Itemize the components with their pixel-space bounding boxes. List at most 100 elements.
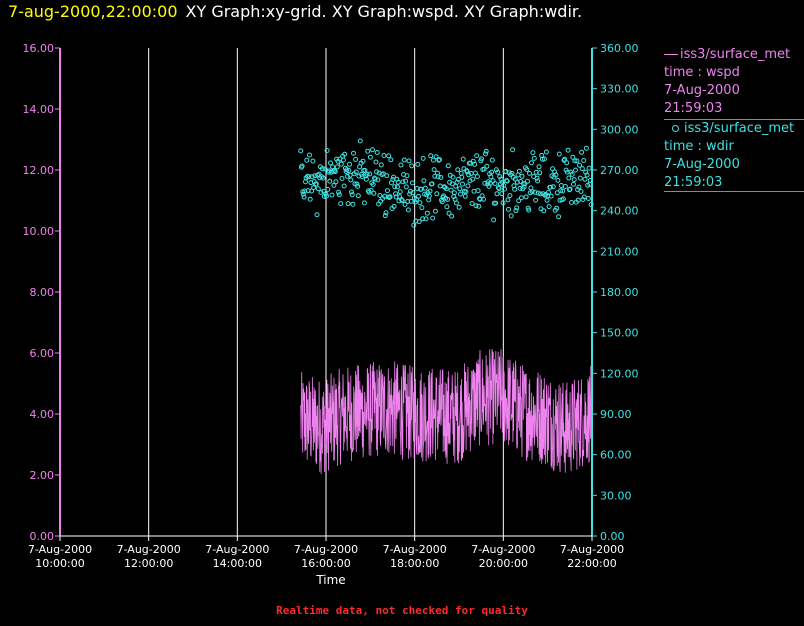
- wdir-marker: [516, 198, 522, 204]
- wdir-marker: [457, 186, 463, 192]
- wdir-marker: [350, 201, 356, 207]
- wdir-marker: [567, 186, 573, 192]
- wdir-marker: [383, 210, 389, 216]
- wdir-marker: [460, 156, 466, 162]
- wdir-marker: [444, 204, 450, 210]
- wdir-marker: [411, 222, 417, 228]
- wdir-marker: [319, 174, 325, 180]
- wdir-marker: [577, 175, 583, 181]
- wdir-marker: [427, 188, 433, 194]
- wdir-marker: [395, 179, 401, 185]
- wdir-marker: [336, 189, 342, 195]
- wdir-marker: [368, 187, 374, 193]
- wdir-marker: [588, 202, 594, 207]
- x-tick-label-date: 7-Aug-2000: [560, 543, 624, 556]
- wdir-marker: [360, 158, 366, 164]
- wdir-marker: [474, 153, 480, 159]
- wdir-marker: [585, 196, 591, 201]
- wdir-marker: [433, 154, 439, 160]
- wdir-marker: [573, 167, 578, 173]
- wdir-marker: [491, 217, 497, 223]
- wdir-marker: [403, 184, 409, 190]
- wdir-marker: [374, 169, 379, 175]
- wdir-marker: [550, 184, 556, 190]
- wdir-marker: [362, 167, 368, 173]
- wdir-marker: [392, 184, 398, 190]
- wdir-marker: [529, 160, 534, 166]
- wdir-marker: [338, 161, 344, 167]
- wdir-marker: [525, 178, 530, 184]
- wdir-marker: [581, 158, 587, 163]
- wdir-marker: [542, 192, 548, 198]
- wdir-marker: [553, 172, 559, 178]
- wdir-marker: [466, 172, 472, 178]
- wdir-marker: [437, 183, 443, 189]
- wdir-marker: [554, 205, 560, 211]
- wdir-marker: [453, 200, 459, 206]
- wdir-marker: [405, 207, 411, 213]
- wdir-marker: [514, 205, 520, 211]
- wdir-marker: [384, 173, 390, 179]
- wdir-marker: [381, 153, 387, 158]
- legend-wdir-var: time : wdir: [664, 139, 734, 154]
- left-y-tick-label: 14.00: [23, 103, 55, 116]
- legend-wspd-source: iss3/surface_met: [680, 47, 791, 62]
- x-tick-label-time: 14:00:00: [213, 557, 262, 570]
- wdir-marker: [537, 191, 543, 197]
- wdir-marker: [435, 174, 441, 180]
- wdir-marker: [445, 163, 451, 169]
- wdir-marker: [556, 214, 562, 220]
- x-tick-label-date: 7-Aug-2000: [117, 543, 181, 556]
- wdir-marker: [521, 184, 527, 190]
- wdir-marker: [587, 177, 593, 183]
- wdir-marker: [359, 171, 365, 177]
- wdir-marker: [410, 190, 416, 196]
- right-y-tick-label: 30.00: [600, 489, 632, 502]
- wdir-marker: [419, 205, 425, 211]
- wdir-marker: [479, 156, 484, 162]
- wdir-marker: [393, 191, 398, 197]
- wdir-marker: [463, 189, 469, 195]
- wdir-marker: [529, 189, 535, 195]
- x-tick-label-time: 12:00:00: [124, 557, 173, 570]
- wdir-marker: [395, 184, 400, 190]
- wdir-marker: [458, 170, 464, 176]
- line-swatch-icon: [664, 54, 678, 55]
- wdir-marker: [312, 173, 318, 179]
- wdir-marker: [531, 155, 537, 161]
- wdir-marker: [579, 149, 585, 155]
- wdir-marker: [430, 157, 436, 163]
- wdir-marker: [355, 193, 361, 199]
- wdir-marker: [409, 163, 415, 169]
- wdir-marker: [581, 194, 587, 200]
- wdir-marker: [424, 210, 430, 216]
- left-y-tick-label: 8.00: [30, 286, 55, 299]
- wdir-marker: [404, 173, 410, 179]
- wdir-marker: [471, 188, 477, 194]
- wdir-marker: [456, 204, 462, 210]
- wdir-marker: [303, 179, 308, 185]
- wdir-marker: [582, 176, 588, 182]
- wdir-marker: [450, 174, 456, 180]
- x-tick-label-time: 18:00:00: [390, 557, 439, 570]
- wdir-marker: [524, 167, 530, 172]
- wdir-marker: [543, 149, 549, 155]
- wdir-marker: [314, 212, 320, 218]
- wdir-marker: [541, 208, 547, 214]
- right-y-tick-label: 360.00: [600, 42, 639, 55]
- x-axis-ticks: 7-Aug-200010:00:007-Aug-200012:00:007-Au…: [28, 536, 624, 570]
- wdir-marker: [307, 196, 313, 202]
- wdir-marker: [548, 193, 554, 199]
- x-tick-label-date: 7-Aug-2000: [205, 543, 269, 556]
- wdir-marker: [313, 181, 319, 187]
- wdir-marker: [349, 192, 355, 198]
- wdir-marker: [340, 157, 346, 163]
- wdir-marker: [315, 186, 321, 192]
- legend-wdir-date: 7-Aug-2000: [664, 157, 740, 172]
- wdir-marker: [430, 215, 436, 221]
- wdir-marker: [355, 183, 361, 189]
- wdir-marker: [331, 182, 337, 188]
- right-y-tick-label: 330.00: [600, 83, 639, 96]
- wdir-marker: [537, 170, 543, 176]
- wspd-series: [300, 349, 592, 475]
